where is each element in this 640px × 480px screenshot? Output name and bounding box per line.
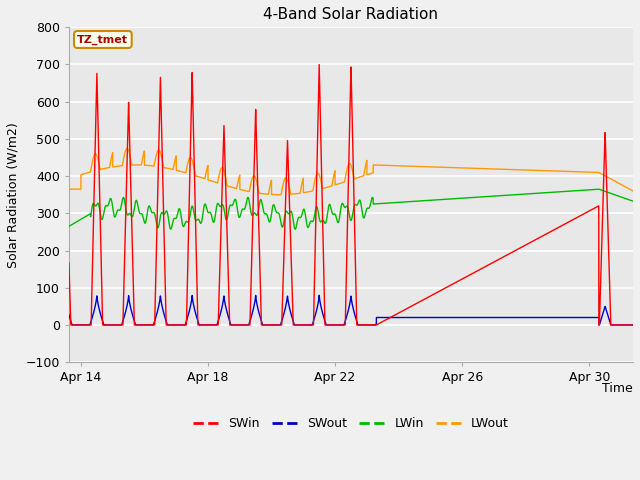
LWin — [65, 224, 73, 229]
LWout — [65, 186, 73, 192]
LWout — [629, 188, 637, 194]
LWin — [403, 199, 411, 204]
LWin — [291, 227, 299, 232]
SWin — [67, 322, 75, 328]
Text: TZ_tmet: TZ_tmet — [77, 35, 129, 45]
Text: Time: Time — [602, 382, 633, 395]
SWin — [629, 322, 637, 328]
SWout — [281, 308, 289, 314]
LWout — [168, 166, 175, 172]
LWin — [486, 193, 494, 199]
SWin — [316, 62, 323, 68]
LWin — [432, 197, 440, 203]
SWout — [68, 322, 76, 328]
Line: SWin: SWin — [69, 65, 633, 325]
LWin — [595, 186, 603, 192]
SWout — [432, 314, 440, 320]
SWin — [486, 261, 494, 267]
LWout — [281, 176, 289, 182]
Line: SWout: SWout — [69, 295, 633, 325]
LWin — [168, 225, 175, 231]
LWout — [404, 163, 412, 169]
SWout — [168, 322, 175, 328]
SWout — [629, 322, 637, 328]
LWout — [276, 192, 284, 198]
SWout — [65, 312, 73, 318]
SWout — [529, 314, 537, 320]
SWout — [486, 314, 494, 320]
SWout — [316, 292, 323, 298]
Line: LWin: LWin — [69, 189, 633, 229]
SWin — [281, 230, 289, 236]
SWout — [404, 314, 412, 320]
Y-axis label: Solar Radiation (W/m2): Solar Radiation (W/m2) — [7, 122, 20, 267]
SWin — [65, 260, 73, 266]
LWin — [629, 198, 637, 204]
LWout — [529, 168, 537, 173]
Line: LWout: LWout — [69, 148, 633, 195]
SWin — [529, 238, 537, 244]
Title: 4-Band Solar Radiation: 4-Band Solar Radiation — [264, 7, 438, 22]
LWin — [280, 215, 288, 221]
LWout — [432, 164, 440, 170]
SWin — [168, 322, 175, 328]
SWin — [404, 305, 412, 311]
SWin — [432, 290, 440, 296]
Legend: SWin, SWout, LWin, LWout: SWin, SWout, LWin, LWout — [188, 412, 514, 435]
LWin — [529, 191, 537, 196]
LWout — [123, 145, 131, 151]
LWout — [486, 166, 494, 172]
